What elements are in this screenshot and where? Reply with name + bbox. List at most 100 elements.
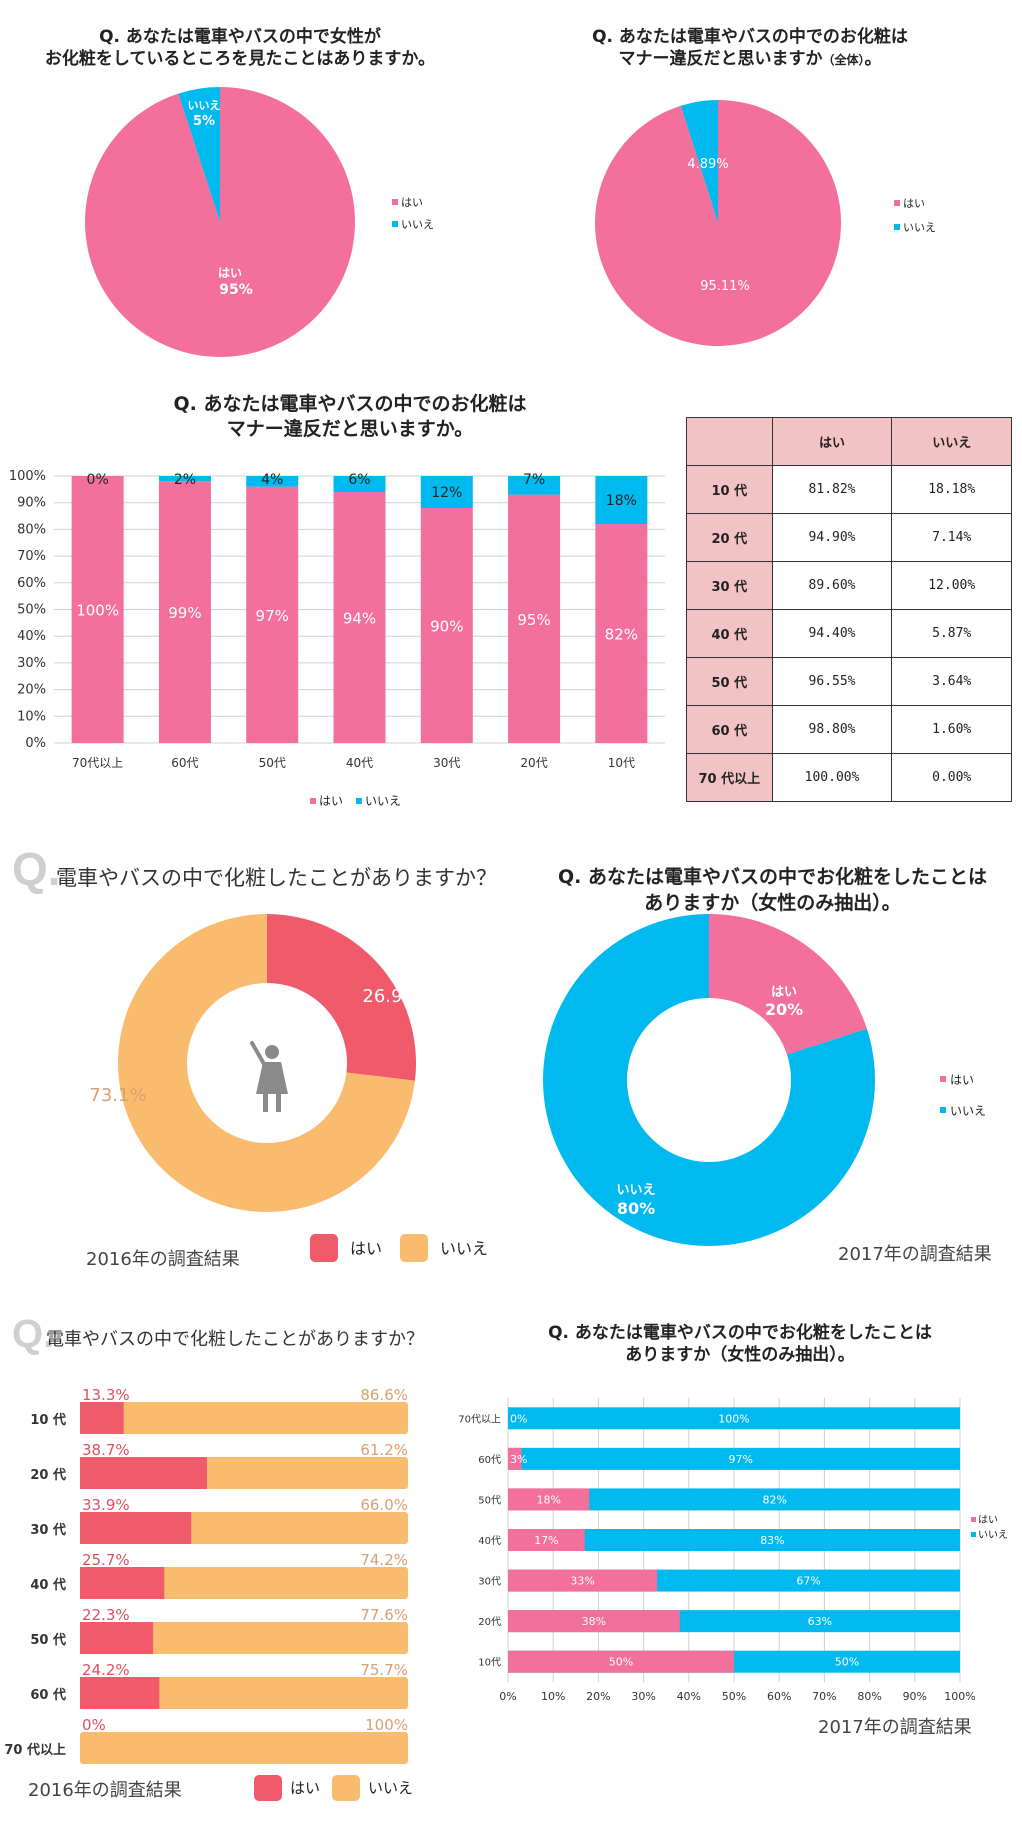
bar1-title: Q. あなたは電車やバスの中でのお化粧は マナー違反だと思いますか。	[173, 393, 527, 440]
hbar2-bar-yes	[508, 1529, 585, 1551]
hbar1-category: 10 代	[30, 1412, 66, 1428]
table-cell: 94.40%	[771, 609, 893, 658]
hbar2-category: 70代以上	[458, 1413, 501, 1425]
pie2-legend-label: はい	[903, 197, 925, 210]
table-cell: 70 代以上	[686, 753, 773, 802]
pie1-title: Q. あなたは電車やバスの中で女性が お化粧をしているところを見たことはあります…	[44, 27, 436, 69]
hbar2-data-label: 83%	[760, 1534, 784, 1547]
table-cell: はい	[771, 417, 893, 466]
hbar1-bar-no	[80, 1677, 408, 1709]
q-mark-1: Q.	[12, 843, 61, 895]
hbar2-bar-yes	[508, 1569, 658, 1592]
donut2-caption: 2017年の調査結果	[838, 1244, 992, 1265]
hbar2-legend-swatch	[971, 1532, 976, 1537]
table-row: 50 代 96.55% 3.64%	[686, 657, 1012, 706]
hbar1-bar-no	[80, 1402, 408, 1434]
table-cell: 98.80%	[771, 705, 893, 754]
hbar2-bar-no	[508, 1529, 960, 1551]
bar1-data-label: 95%	[517, 611, 550, 629]
hbar2-legend-swatch	[971, 1517, 976, 1522]
hbar1-legend-label: はい	[290, 1779, 320, 1797]
pie1-data-label: 95%	[219, 282, 253, 298]
hbar1-title: 電車やバスの中で化粧したことがありますか？	[46, 1329, 424, 1350]
hbar2-data-label: 100%	[718, 1412, 749, 1425]
bar1-data-label: 97%	[256, 607, 289, 625]
table-cell: 20 代	[686, 513, 773, 562]
donut1-legend-swatch	[310, 1234, 338, 1262]
hbar1-data-label: 74.2%	[360, 1551, 408, 1569]
pie1-data-label: 5%	[193, 114, 215, 129]
hbar1-category: 70 代以上	[4, 1742, 66, 1758]
donut1-legend-label: はい	[350, 1239, 382, 1258]
bar1-bar-no	[595, 476, 648, 525]
hbar2-bar-yes	[508, 1650, 734, 1673]
hbar2-legend-label: はい	[978, 1514, 998, 1526]
donut2-data-label: 20%	[765, 1000, 803, 1019]
donut2-legend-swatch	[940, 1107, 946, 1113]
hbar1-data-label: 13.3%	[82, 1386, 130, 1404]
bar1-y-tick: 70%	[17, 549, 46, 564]
pie2-data-label: 4.89%	[687, 157, 728, 172]
bar1-y-tick: 0%	[25, 736, 46, 751]
hbar2-bar-yes	[508, 1488, 590, 1511]
bar1-data-label: 2%	[174, 472, 196, 488]
q-mark-2: Q.	[12, 1312, 55, 1356]
hbar2-bar-no	[508, 1488, 960, 1511]
bar1-bar-no	[246, 476, 299, 487]
bar1-data-label: 82%	[605, 626, 638, 644]
donut1-slice	[117, 914, 415, 1213]
pie2-title: Q. あなたは電車やバスの中でのお化粧は マナー違反だと思いますか（全体）。	[530, 26, 970, 71]
donut2-data-label: いいえ	[616, 1183, 655, 1198]
hbar2-data-label: 50%	[609, 1656, 633, 1669]
donut2-legend-label: はい	[950, 1073, 974, 1087]
pie1-slice	[178, 87, 220, 222]
bar1-data-label: 4%	[261, 472, 283, 488]
hbar1-legend-swatch	[332, 1775, 360, 1801]
bar1-bar-yes	[333, 492, 386, 743]
pie2-legend-swatch	[894, 200, 900, 206]
bar1-data-label: 90%	[430, 618, 463, 636]
bar1-y-tick: 40%	[17, 629, 46, 644]
hbar2-x-tick: 40%	[677, 1690, 701, 1703]
table-cell: 81.82%	[771, 465, 893, 514]
hbar2-x-tick: 10%	[541, 1690, 565, 1703]
hbar1-data-label: 25.7%	[82, 1551, 130, 1569]
hbar1-category: 50 代	[30, 1632, 66, 1648]
bar1-y-tick: 50%	[17, 603, 46, 618]
hbar1-category: 20 代	[30, 1467, 66, 1483]
donut1-caption: 2016年の調査結果	[86, 1249, 240, 1270]
donut1-data-label: 73.1%	[89, 1085, 146, 1106]
table-cell: 10 代	[686, 465, 773, 514]
table-cell: 7.14%	[891, 513, 1012, 562]
pie2-title-line1: Q. あなたは電車やバスの中でのお化粧は	[592, 27, 908, 47]
table-cell: 50 代	[686, 657, 773, 706]
hbar2-bar-no	[508, 1447, 960, 1470]
hbar2-x-tick: 90%	[903, 1690, 927, 1703]
hbar1-data-label: 33.9%	[82, 1496, 130, 1514]
bar1-bar-yes	[420, 508, 473, 743]
pie1-data-label: いいえ	[188, 99, 221, 112]
pie1-legend-label: はい	[401, 196, 423, 209]
hbar2-data-label: 33%	[570, 1575, 594, 1588]
hbar2-data-label: 82%	[762, 1493, 786, 1506]
hbar1-data-label: 75.7%	[360, 1661, 408, 1679]
hbar1-bar-yes	[80, 1622, 154, 1654]
donut1-legend-label: いいえ	[440, 1239, 488, 1258]
table-row: はい いいえ	[686, 417, 1012, 466]
hbar2-x-tick: 20%	[586, 1690, 610, 1703]
hbar2-bar-no	[508, 1407, 960, 1430]
pie2-data-label: 95.11%	[700, 279, 750, 294]
bar1-data-label: 100%	[76, 602, 119, 620]
table-cell: 40 代	[686, 609, 773, 658]
bar1-y-tick: 90%	[17, 496, 46, 511]
bar1-legend-swatch	[310, 798, 316, 804]
bar1-data-label: 6%	[348, 472, 370, 488]
hbar2-data-label: 17%	[534, 1534, 558, 1547]
donut2-legend-label: いいえ	[950, 1104, 986, 1118]
hbar2-legend-label: いいえ	[978, 1529, 1008, 1541]
bar1-legend-label: いいえ	[365, 794, 401, 808]
hbar1-data-label: 61.2%	[360, 1441, 408, 1459]
bar1-x-tick: 10代	[608, 756, 635, 770]
hbar1-bar-yes	[80, 1457, 207, 1489]
table-cell: 18.18%	[891, 465, 1012, 514]
